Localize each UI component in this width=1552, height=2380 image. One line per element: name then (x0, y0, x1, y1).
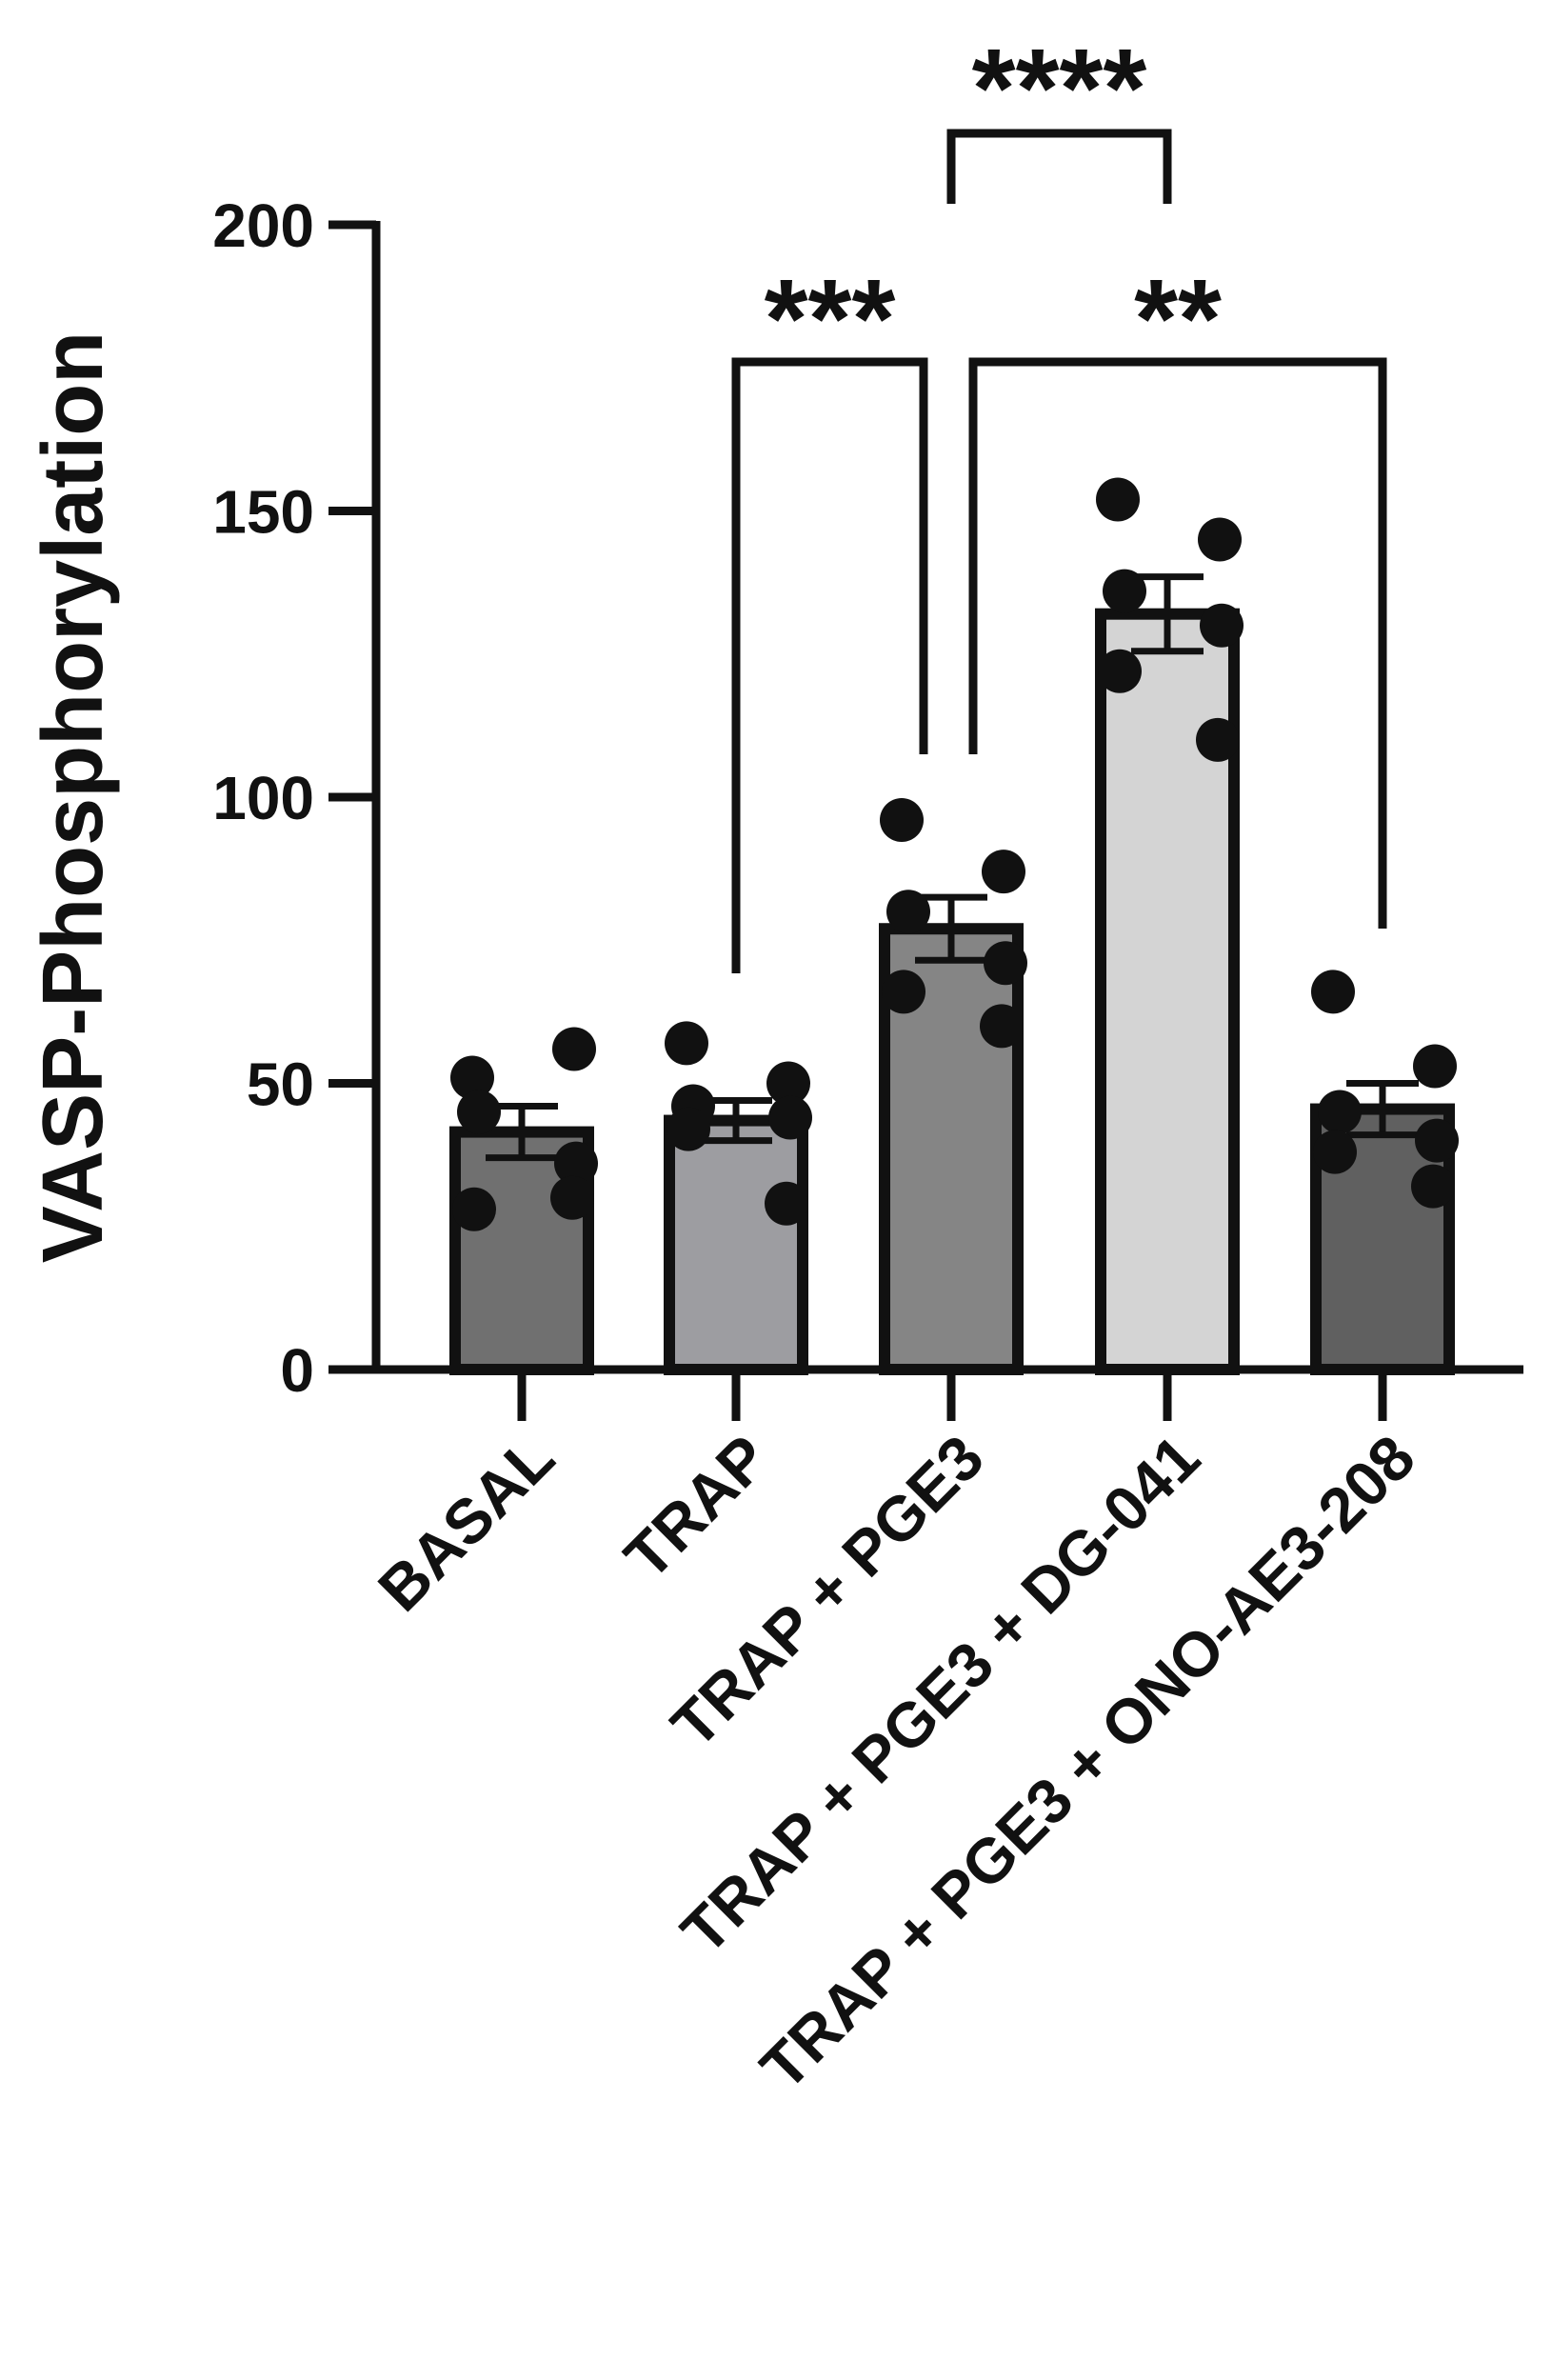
data-point (982, 850, 1025, 894)
significance-label: *** (765, 256, 896, 382)
data-point (552, 1027, 596, 1071)
data-point (880, 798, 924, 843)
bar (664, 1114, 808, 1375)
data-point (452, 1187, 496, 1231)
data-point (1198, 517, 1242, 562)
y-tick-label: 100 (212, 764, 314, 832)
significance-group: *** ****** (731, 26, 1387, 973)
data-point (667, 1107, 710, 1151)
y-tick-label: 200 (212, 191, 314, 260)
data-point (550, 1175, 594, 1220)
data-point (1098, 649, 1142, 693)
data-point (766, 1061, 810, 1106)
error-bars-group (486, 573, 1419, 1162)
data-point (882, 970, 925, 1014)
y-tick-label: 150 (212, 478, 314, 547)
data-point (1096, 477, 1140, 522)
data-point (1200, 603, 1244, 648)
significance-label: ** (1134, 256, 1222, 382)
data-point (1415, 1118, 1459, 1163)
data-point (1311, 970, 1355, 1014)
data-points-group (450, 477, 1459, 1231)
significance-bracket (731, 357, 928, 973)
data-point (886, 890, 930, 934)
x-tick-label: BASAL (365, 1422, 567, 1625)
data-point (665, 1021, 708, 1066)
data-point (1411, 1164, 1455, 1209)
y-tick-label: 0 (280, 1336, 314, 1405)
data-point (1196, 717, 1240, 762)
y-tick-label: 50 (247, 1050, 314, 1119)
data-point (554, 1141, 598, 1186)
data-point (765, 1181, 808, 1226)
bars-group (449, 608, 1455, 1376)
data-point (1318, 1090, 1362, 1134)
significance-bracket (968, 357, 1387, 929)
data-point (1313, 1130, 1357, 1174)
data-point (1103, 569, 1146, 613)
y-axis-label: VASP-Phosphorylation (26, 331, 121, 1263)
data-point (457, 1090, 501, 1134)
data-point (980, 1004, 1024, 1049)
y-ticks-group: 0 50 100 150 200 (212, 191, 376, 1405)
data-point (450, 1055, 494, 1100)
data-point (984, 941, 1027, 986)
x-tick-label: TRAP (611, 1422, 782, 1592)
significance-label: **** (972, 26, 1147, 151)
data-point (768, 1095, 812, 1140)
significance-bracket (946, 129, 1172, 204)
data-point (1413, 1044, 1457, 1089)
